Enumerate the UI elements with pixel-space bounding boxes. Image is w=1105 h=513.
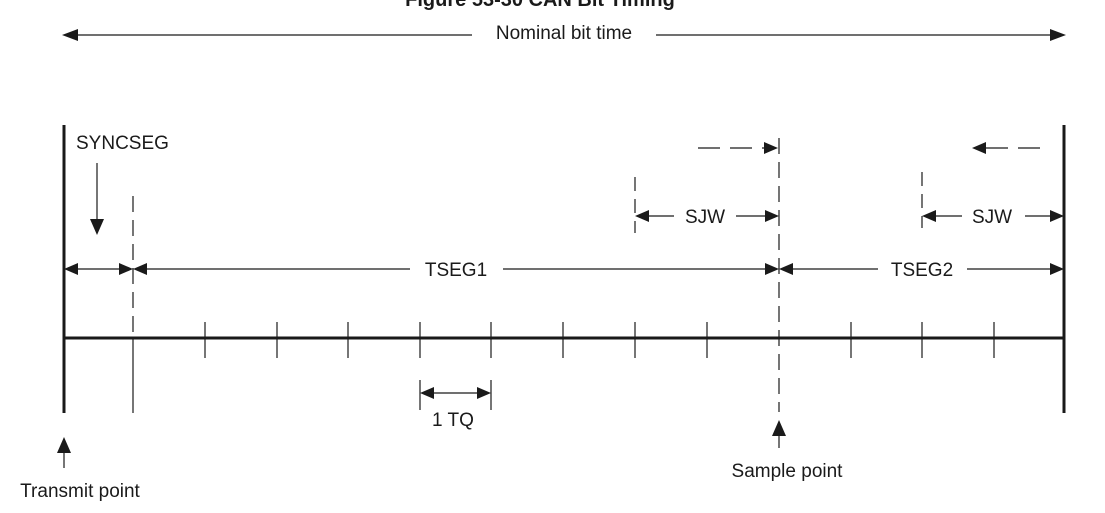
nominal-bit-time-label: Nominal bit time bbox=[496, 23, 632, 44]
tseg2-label: TSEG2 bbox=[891, 260, 953, 281]
sjw-left-label: SJW bbox=[685, 207, 725, 228]
time-quantum-ticks bbox=[204, 322, 995, 358]
sjw-right-span-arrow bbox=[922, 210, 1064, 222]
resync-shorten-arrow bbox=[972, 142, 1044, 154]
arrowhead-right-icon bbox=[1050, 29, 1066, 41]
tseg2-span-arrow bbox=[779, 263, 1064, 275]
syncseg-label: SYNCSEG bbox=[76, 133, 169, 154]
one-tq-label: 1 TQ bbox=[432, 410, 474, 431]
sample-point-label: Sample point bbox=[732, 461, 844, 482]
arrowhead-up-icon bbox=[772, 420, 786, 436]
syncseg-pointer-arrow bbox=[90, 163, 104, 235]
arrowhead-right-icon bbox=[764, 142, 778, 154]
arrowhead-down-icon bbox=[90, 219, 104, 235]
sjw-left-span-arrow bbox=[635, 210, 779, 222]
sample-point-pointer bbox=[772, 420, 786, 448]
one-tq-span-arrow bbox=[419, 380, 492, 410]
arrowhead-left-icon bbox=[972, 142, 986, 154]
sjw-right-label: SJW bbox=[972, 207, 1012, 228]
resync-lengthen-arrow bbox=[698, 142, 778, 154]
figure-title: Figure 53-30 CAN Bit Timing bbox=[405, 0, 675, 11]
transmit-point-label: Transmit point bbox=[20, 481, 140, 502]
arrowhead-up-icon bbox=[57, 437, 71, 453]
arrowhead-left-icon bbox=[62, 29, 78, 41]
syncseg-span-arrow bbox=[64, 263, 133, 275]
transmit-point-pointer bbox=[57, 437, 71, 468]
tseg1-label: TSEG1 bbox=[425, 260, 487, 281]
nominal-bit-time-arrow bbox=[62, 29, 1066, 41]
tseg1-span-arrow bbox=[133, 263, 779, 275]
